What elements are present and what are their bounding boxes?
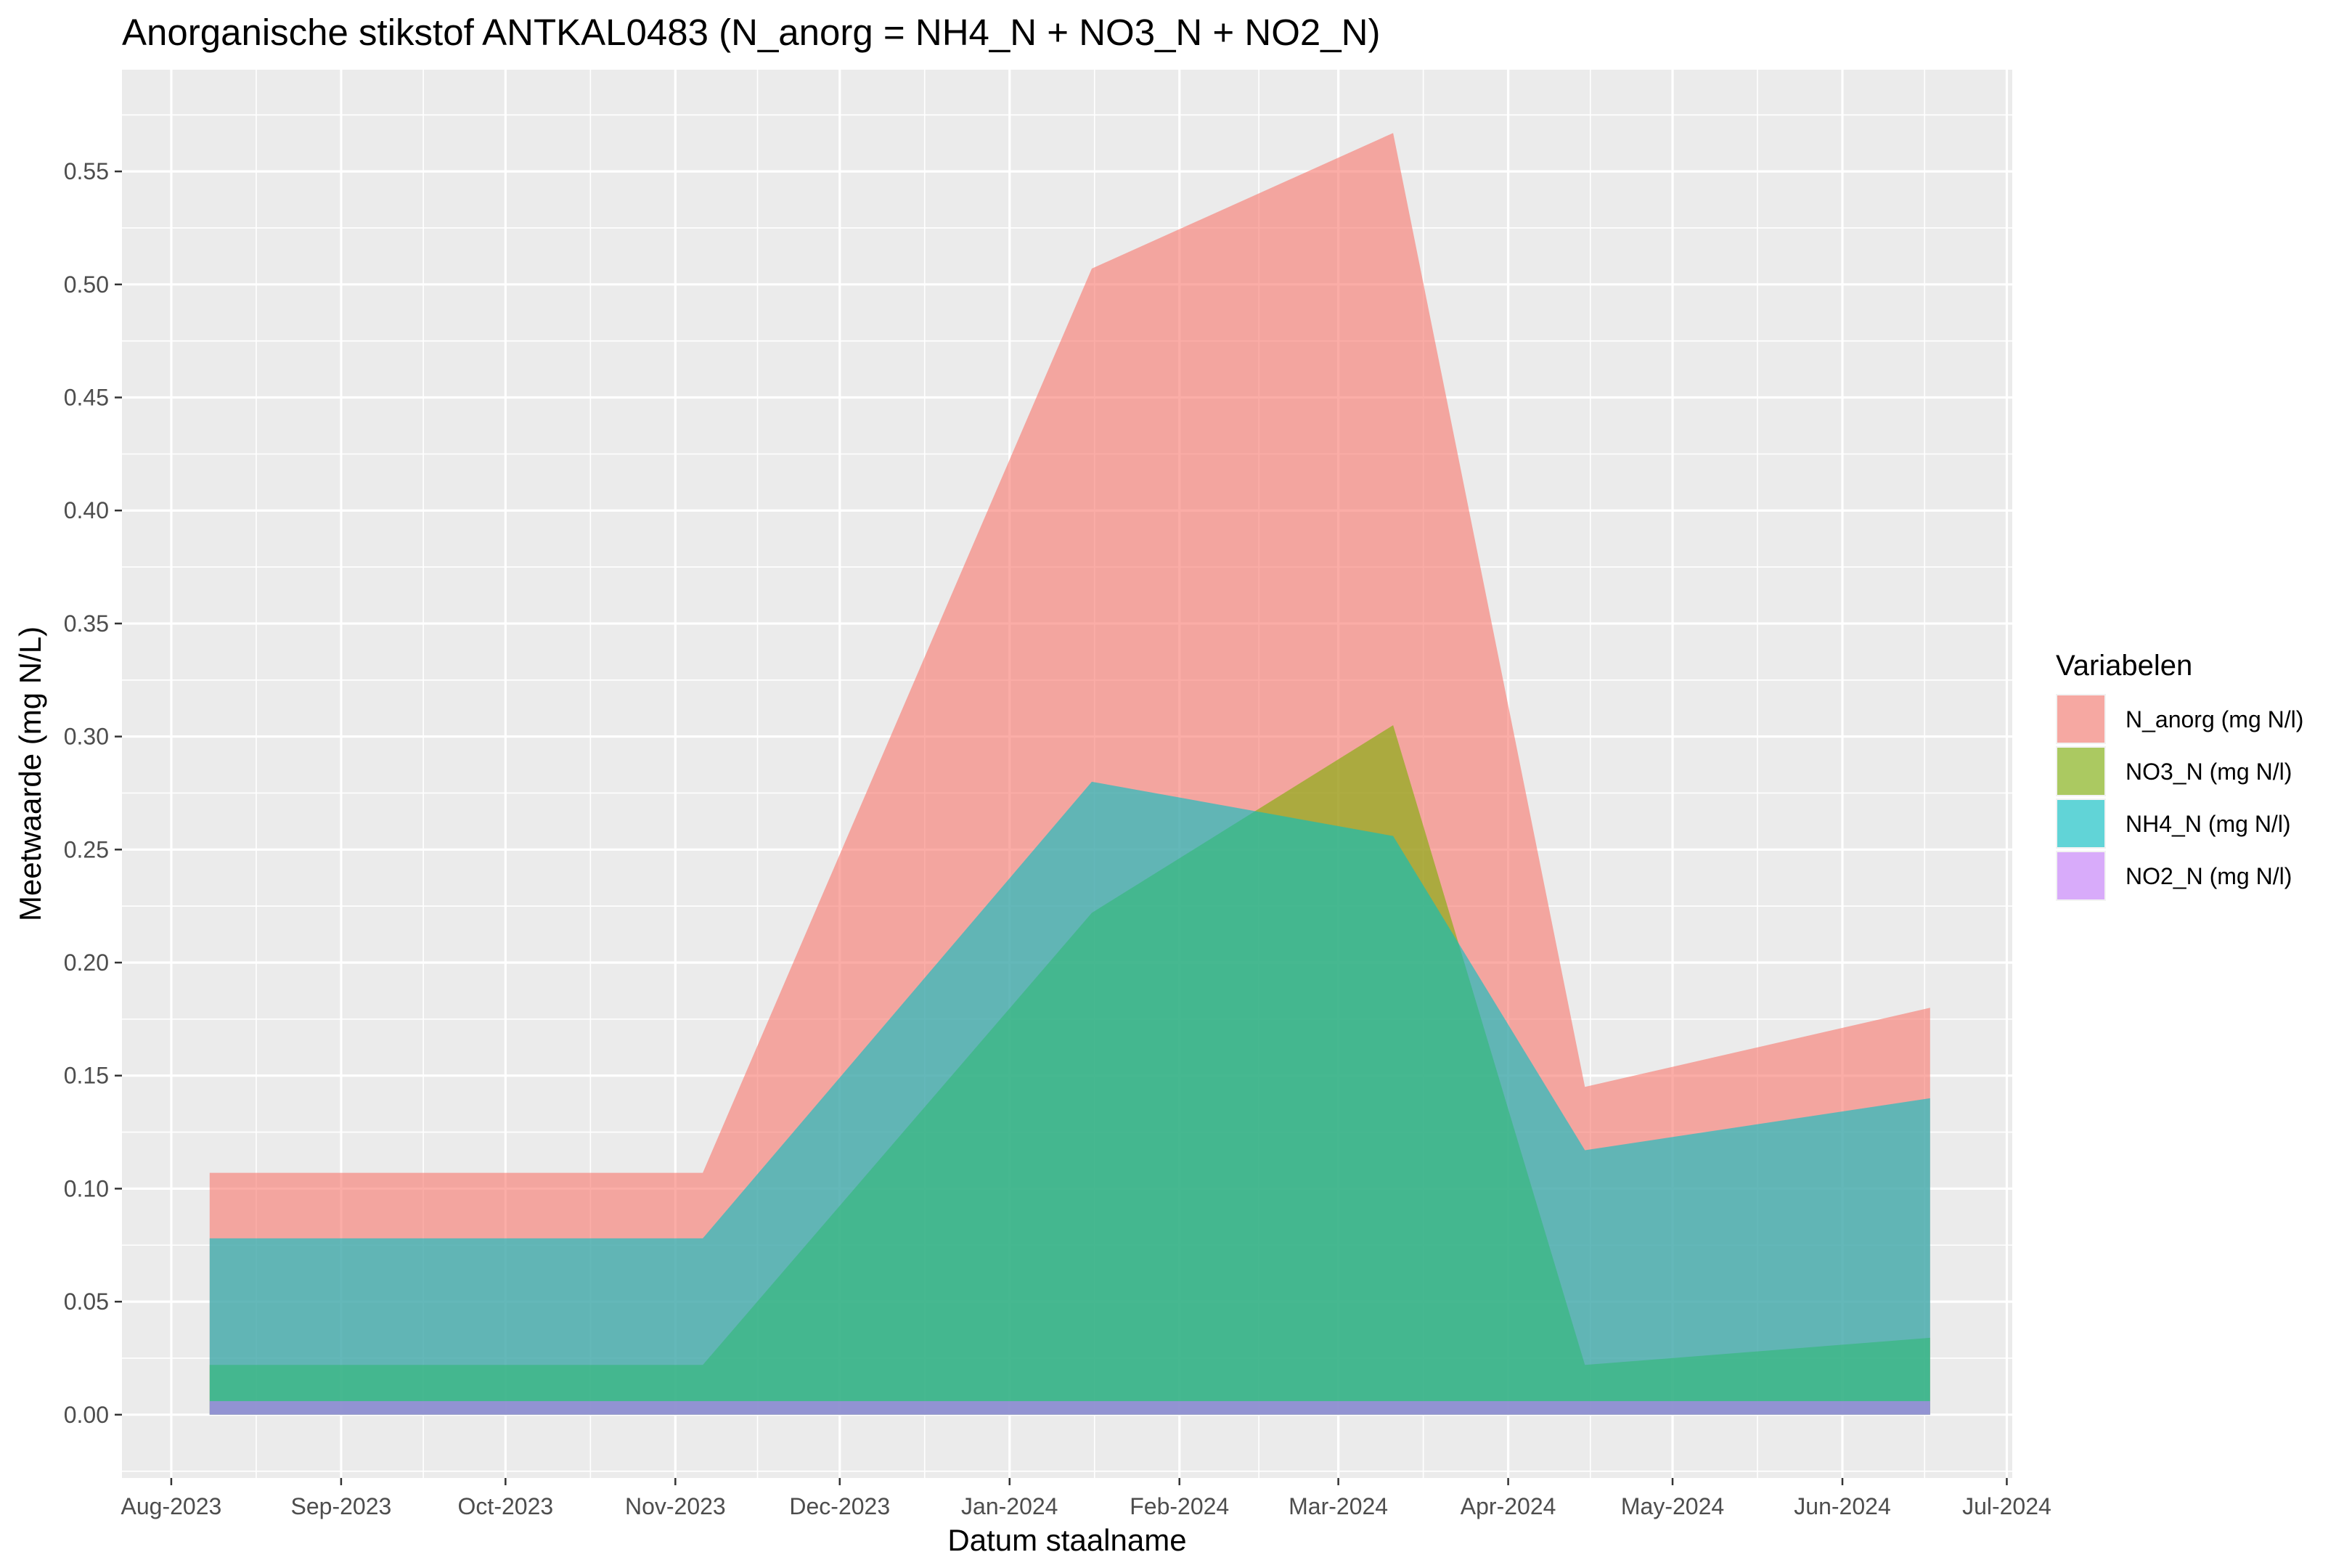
x-tick-label: Feb-2024 <box>1130 1493 1229 1519</box>
x-tick-label: Nov-2023 <box>625 1493 726 1519</box>
legend: Variabelen N_anorg (mg N/l) NO3_N (mg N/l… <box>2056 650 2303 901</box>
x-tick-label: Oct-2023 <box>458 1493 554 1519</box>
y-tick-label: 0.15 <box>64 1063 109 1089</box>
legend-swatch-no3-n <box>2057 748 2104 795</box>
x-tick-label: Sep-2023 <box>291 1493 392 1519</box>
area-nh4-n <box>209 781 1930 1415</box>
legend-label-no3-n: NO3_N (mg N/l) <box>2126 759 2292 785</box>
area-no2-n <box>209 1401 1930 1415</box>
y-tick-label: 0.05 <box>64 1289 109 1315</box>
y-tick-label: 0.10 <box>64 1175 109 1201</box>
x-axis: Aug-2023 Sep-2023 Oct-2023 Nov-2023 Dec-2023… <box>121 1478 2051 1519</box>
x-tick-label: Apr-2024 <box>1461 1493 1556 1519</box>
legend-swatch-n-anorg <box>2057 695 2104 743</box>
y-tick-label: 0.00 <box>64 1402 109 1428</box>
x-axis-title: Datum staalname <box>947 1523 1186 1557</box>
x-tick-label: Jul-2024 <box>1962 1493 2051 1519</box>
x-tick-label: May-2024 <box>1621 1493 1724 1519</box>
legend-label-no2-n: NO2_N (mg N/l) <box>2126 863 2292 889</box>
x-tick-label: Mar-2024 <box>1289 1493 1388 1519</box>
y-tick-label: 0.35 <box>64 611 109 637</box>
y-tick-label: 0.45 <box>64 385 109 411</box>
y-tick-label: 0.40 <box>64 497 109 523</box>
y-tick-label: 0.55 <box>64 158 109 184</box>
x-tick-label: Jun-2024 <box>1794 1493 1890 1519</box>
legend-label-nh4-n: NH4_N (mg N/l) <box>2126 811 2291 837</box>
chart-title: Anorganische stikstof ANTKAL0483 (N_anor… <box>122 12 1380 53</box>
y-tick-label: 0.25 <box>64 836 109 862</box>
legend-swatch-no2-n <box>2057 852 2104 899</box>
area-series <box>209 133 1930 1415</box>
x-tick-label: Dec-2023 <box>789 1493 890 1519</box>
y-tick-label: 0.20 <box>64 950 109 976</box>
y-axis-title: Meetwaarde (mg N/L) <box>13 626 47 921</box>
legend-label-n-anorg: N_anorg (mg N/l) <box>2126 706 2303 732</box>
y-tick-label: 0.30 <box>64 724 109 750</box>
legend-swatch-nh4-n <box>2057 800 2104 847</box>
y-tick-label: 0.50 <box>64 271 109 298</box>
x-tick-label: Aug-2023 <box>121 1493 222 1519</box>
legend-title: Variabelen <box>2056 650 2192 682</box>
x-tick-label: Jan-2024 <box>961 1493 1058 1519</box>
y-axis: 0.00 0.05 0.10 0.15 0.20 0.25 0.30 0.35 0.40 0.45… <box>64 158 122 1428</box>
